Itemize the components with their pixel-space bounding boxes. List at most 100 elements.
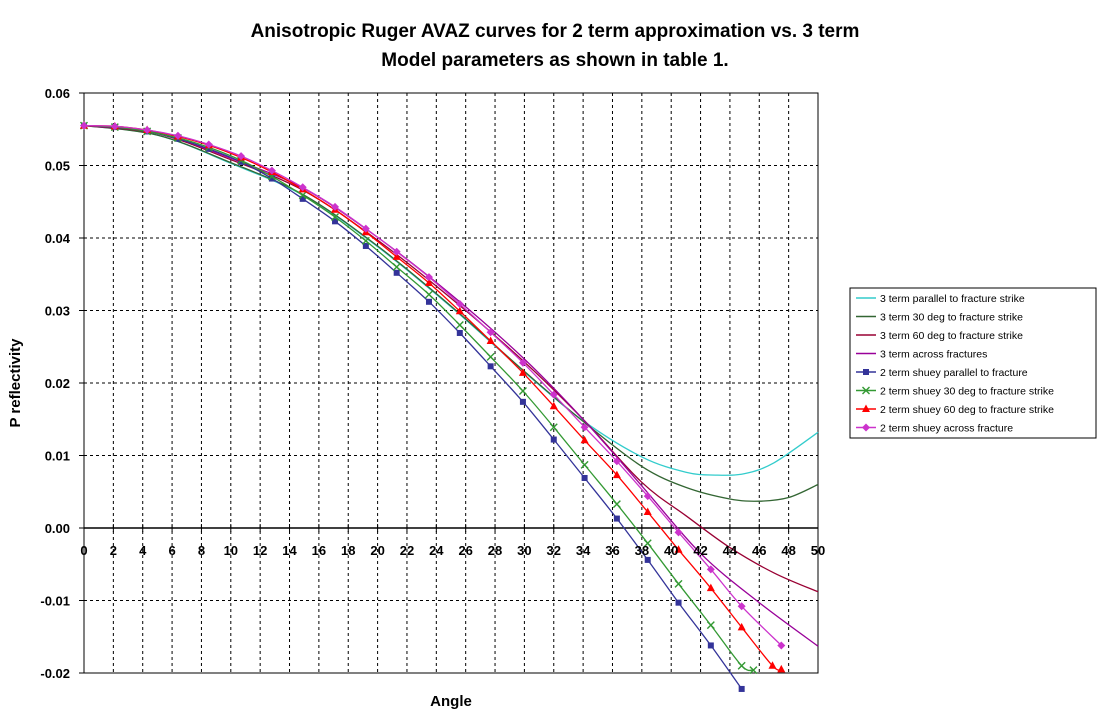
data-point	[706, 565, 715, 574]
legend-entry: 3 term 30 deg to fracture strike	[856, 312, 1023, 324]
x-tick-label: 24	[429, 543, 444, 558]
data-point	[205, 145, 212, 152]
data-point	[486, 328, 495, 337]
x-tick-label: 14	[282, 543, 297, 558]
y-tick-label: 0.02	[45, 376, 70, 391]
x-tick-label: 0	[80, 543, 87, 558]
y-tick-labels: 0.06 0.05 0.04 0.03 0.02 0.01 0.00 -0.01 -0.02	[40, 86, 70, 681]
x-tick-label: 2	[110, 543, 117, 558]
chart-title-line-1: Anisotropic Ruger AVAZ curves for 2 term…	[251, 21, 860, 42]
legend-entry: 2 term shuey across fracture	[856, 423, 1013, 435]
legend-label: 3 term across fractures	[880, 349, 987, 361]
grid	[84, 93, 818, 673]
y-tick-label: 0.00	[45, 521, 70, 536]
data-point	[519, 398, 526, 405]
x-tick-label: 44	[723, 543, 738, 558]
data-point	[486, 352, 495, 361]
data-point	[143, 125, 152, 134]
data-point	[738, 685, 745, 692]
legend: 3 term parallel to fracture strike 3 term…	[849, 287, 1097, 439]
legend-marker	[863, 369, 869, 375]
x-tick-label: 34	[576, 543, 591, 558]
data-point	[331, 212, 340, 221]
series-8	[80, 121, 786, 650]
data-point	[612, 457, 621, 466]
series-layer	[80, 121, 819, 692]
series-line	[83, 124, 819, 502]
data-point	[706, 621, 715, 630]
data-point	[737, 622, 746, 631]
data-point	[110, 122, 119, 131]
legend-entry: 3 term 60 deg to fracture strike	[856, 330, 1023, 342]
legend-label: 2 term shuey 60 deg to fracture strike	[880, 404, 1054, 416]
data-point	[361, 236, 370, 245]
legend-label: 3 term 60 deg to fracture strike	[880, 330, 1023, 342]
axes	[79, 92, 819, 674]
data-point	[298, 183, 307, 192]
series-line	[83, 124, 819, 647]
x-tick-label: 12	[253, 543, 267, 558]
data-point	[392, 247, 401, 256]
data-point	[549, 390, 558, 399]
legend-label: 2 term shuey 30 deg to fracture strike	[880, 386, 1054, 398]
data-point	[550, 436, 557, 443]
data-point	[424, 278, 433, 286]
y-tick-label: 0.04	[45, 231, 71, 246]
data-point	[268, 175, 275, 182]
legend-entry: 3 term parallel to fracture strike	[856, 293, 1025, 305]
x-axis-title: Angle	[430, 693, 472, 710]
data-point	[331, 202, 340, 211]
data-point	[549, 423, 558, 432]
x-tick-label: 48	[781, 543, 795, 558]
data-point	[707, 642, 714, 649]
y-tick-label: -0.01	[40, 594, 70, 609]
data-point	[424, 273, 433, 282]
series-3	[83, 124, 819, 593]
data-point	[332, 218, 339, 225]
data-point	[518, 358, 527, 367]
data-point	[643, 539, 652, 548]
legend-entry: 3 term across fractures	[856, 349, 987, 361]
y-tick-label: 0.03	[45, 304, 70, 319]
data-point	[737, 602, 746, 611]
data-point	[393, 269, 400, 276]
x-tick-label: 32	[547, 543, 561, 558]
data-point	[643, 507, 652, 516]
data-point	[643, 492, 652, 501]
x-tick-label: 10	[224, 543, 238, 558]
data-point	[518, 386, 527, 395]
x-tick-label: 30	[517, 543, 531, 558]
x-tick-label: 16	[312, 543, 326, 558]
legend-entry: 2 term shuey 60 deg to fracture strike	[856, 404, 1054, 416]
chart-title-line-2: Model parameters as shown in table 1.	[381, 50, 728, 71]
data-point	[737, 661, 746, 670]
y-axis-title: P reflectivity	[7, 338, 24, 428]
data-point	[612, 500, 621, 509]
legend-label: 3 term 30 deg to fracture strike	[880, 312, 1023, 324]
data-point	[425, 298, 432, 305]
data-point	[777, 664, 786, 673]
x-tick-label: 20	[370, 543, 384, 558]
x-tick-label: 42	[693, 543, 707, 558]
x-tick-label: 46	[752, 543, 766, 558]
data-point	[299, 195, 306, 202]
data-point	[613, 515, 620, 522]
data-point	[237, 152, 246, 161]
data-point	[424, 290, 433, 299]
y-tick-label: -0.02	[40, 666, 70, 681]
series-line	[83, 124, 819, 593]
y-tick-label: 0.05	[45, 159, 70, 174]
legend-entry: 2 term shuey parallel to fracture	[856, 367, 1028, 379]
data-point	[674, 579, 683, 588]
data-point	[238, 158, 245, 165]
x-tick-label: 50	[811, 543, 825, 558]
data-point	[777, 641, 786, 650]
x-tick-label: 36	[605, 543, 619, 558]
data-point	[518, 368, 527, 376]
data-point	[580, 423, 589, 432]
data-point	[298, 191, 307, 200]
legend-label: 3 term parallel to fracture strike	[880, 293, 1025, 305]
data-point	[749, 666, 758, 675]
data-point	[80, 121, 88, 130]
series-2	[83, 124, 819, 502]
